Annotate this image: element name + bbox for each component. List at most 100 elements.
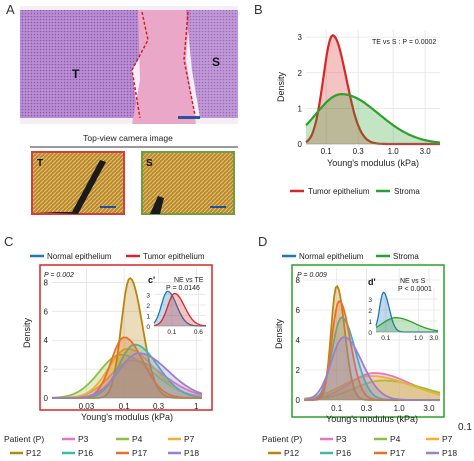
inset-c-ytick-label: 3 bbox=[146, 293, 150, 300]
chart-b-xtick-label: 0.1 bbox=[321, 147, 333, 156]
inset-d-xtick-label: 0.1 bbox=[381, 335, 390, 342]
camera-caption: Top-view camera image bbox=[83, 133, 173, 143]
chart-d-line-p7 bbox=[303, 375, 441, 400]
patient-right-item-p7: P7 bbox=[442, 434, 453, 444]
chart-d-ytick-label: 6 bbox=[296, 306, 301, 315]
legend-normal-c: Normal epithelium bbox=[47, 252, 112, 261]
panel-d-label: D bbox=[258, 234, 267, 249]
chart-c-area-p17 bbox=[52, 337, 202, 398]
chart-d-top-legend: Normal epithelium Stroma bbox=[282, 252, 419, 261]
patient-right-item-p18: P18 bbox=[442, 448, 457, 458]
chart-d-area-p3 bbox=[304, 373, 440, 400]
chart-c-ytick-label: 0 bbox=[44, 394, 49, 403]
region-label-t: T bbox=[72, 67, 80, 81]
inset-c-ytick-label: 1 bbox=[146, 314, 150, 321]
chart-d-ytick-label: 8 bbox=[296, 276, 301, 285]
patient-right-item-p16: P16 bbox=[336, 448, 351, 458]
patient-right-item-p3: P3 bbox=[336, 434, 347, 444]
chart-c-area-p3 bbox=[52, 360, 202, 398]
chart-d-xtick-label: 0.3 bbox=[361, 404, 373, 413]
chart-b-xtick-label: 1.0 bbox=[388, 147, 400, 156]
inset-c-xtick-label: 0.6 bbox=[194, 329, 203, 336]
patient-legend-right: Patient (P) P3 P4 P7 P12 P16 P17 P18 bbox=[262, 434, 457, 458]
inset-d-ytick-label: 3 bbox=[368, 297, 372, 304]
chart-c-xtick-label: 0.03 bbox=[79, 402, 95, 411]
chart-b-annotation: TE vs S : P = 0.0002 bbox=[372, 39, 436, 46]
chart-d-xlabel: Young's modulus (kPa) bbox=[326, 414, 418, 424]
chart-b-legend: Tumor epithelium Stroma bbox=[290, 187, 420, 196]
chart-c-ytick-label: 2 bbox=[44, 365, 49, 374]
region-label-s: S bbox=[212, 55, 220, 69]
chart-d: 0.1 0.3 1.0 3.0 0 2 4 6 8 Young's modulus (kPa) De… bbox=[274, 268, 441, 424]
inset-d-annot-2: P < 0.0001 bbox=[398, 286, 432, 293]
chart-d-xtick-label: 3.0 bbox=[423, 404, 435, 413]
inset-d-ytick-label: 2 bbox=[368, 308, 372, 315]
chart-c-inset: 0.1 0.6 0 1 2 3 bbox=[146, 284, 207, 336]
patient-left-item-p3: P3 bbox=[78, 434, 89, 444]
chart-d-inset: 0.1 1.0 3.0 0 1 2 3 bbox=[368, 288, 439, 342]
chart-c-area-p18 bbox=[52, 353, 202, 398]
chart-c-xtick-label: 0.1 bbox=[119, 402, 131, 411]
inset-d-xtick-label: 1.0 bbox=[414, 335, 423, 342]
clipped-tick-text: 0.1 bbox=[458, 422, 472, 433]
inset-c-ytick-label: 0 bbox=[146, 324, 150, 331]
chart-d-area-p12 bbox=[304, 286, 440, 400]
chart-c-ytick-label: 6 bbox=[44, 307, 49, 316]
chart-b-ytick-label: 0 bbox=[298, 140, 303, 149]
chart-b-area-stroma bbox=[306, 94, 440, 144]
panel-a-label: A bbox=[6, 2, 15, 17]
patient-left-item-p4: P4 bbox=[132, 434, 143, 444]
chart-d-area-p7 bbox=[304, 376, 440, 400]
chart-d-ylabel: Density bbox=[274, 318, 284, 349]
chart-b-ytick-label: 3 bbox=[298, 33, 303, 42]
inset-d-label: d' bbox=[368, 277, 376, 287]
chart-d-frame bbox=[291, 264, 445, 418]
panel-b-label: B bbox=[254, 2, 263, 17]
inset-d-area-normal-epithelium bbox=[376, 292, 438, 332]
camera-label-s: S bbox=[146, 158, 153, 169]
patient-left-item-p7: P7 bbox=[184, 434, 195, 444]
inset-d-line-stroma bbox=[375, 317, 439, 332]
inset-c-area-tumor-epithelium bbox=[154, 293, 206, 326]
chart-d-ytick-label: 4 bbox=[296, 336, 301, 345]
patient-left-item-p12: P12 bbox=[26, 448, 41, 458]
inset-d-xtick-label: 3.0 bbox=[429, 335, 438, 342]
chart-d-xtick-label: 1.0 bbox=[394, 404, 406, 413]
patient-legend-left: Patient (P) P3 P4 P7 P12 P16 P17 P18 bbox=[4, 434, 199, 458]
chart-b-xlabel: Young's modulus (kPa) bbox=[327, 158, 419, 168]
chart-c-line-p18 bbox=[52, 352, 203, 399]
chart-d-p: P = 0.009 bbox=[297, 272, 327, 279]
chart-b-xtick-label: 0.3 bbox=[353, 147, 365, 156]
chart-c-ylabel: Density bbox=[22, 317, 32, 348]
patient-left-item-p17: P17 bbox=[132, 448, 147, 458]
chart-c-p: P = 0.002 bbox=[44, 272, 74, 279]
chart-b-line-stroma bbox=[305, 92, 441, 144]
inset-c-annot-1: NE vs TE bbox=[174, 277, 204, 284]
inset-c-annot-2: P = 0.0146 bbox=[166, 285, 200, 292]
inset-d-annot-1: NE vs S bbox=[400, 278, 426, 285]
chart-c: 0.03 0.1 0.3 1 0 2 4 6 8 Young's modulus (kPa) Den… bbox=[22, 268, 203, 422]
chart-c-xlabel: Young's modulus (kPa) bbox=[81, 412, 173, 422]
patient-left-item-p18: P18 bbox=[184, 448, 199, 458]
legend-normal-d: Normal epithelium bbox=[299, 252, 364, 261]
chart-c-ytick-label: 4 bbox=[44, 336, 49, 345]
chart-d-xtick-label: 0.1 bbox=[331, 404, 343, 413]
inset-c-area-normal-epithelium bbox=[154, 291, 206, 326]
chart-b-ytick-label: 2 bbox=[298, 69, 303, 78]
patient-right-item-p12: P12 bbox=[284, 448, 299, 458]
chart-b-area-tumor-epithelium bbox=[306, 35, 440, 144]
inset-c-line-tumor-epithelium bbox=[153, 292, 207, 327]
patient-left-item-p16: P16 bbox=[78, 448, 93, 458]
patient-right-item-p4: P4 bbox=[390, 434, 401, 444]
inset-d-area-stroma bbox=[376, 317, 438, 332]
chart-c-xtick-label: 0.3 bbox=[153, 402, 165, 411]
legend-stroma: Stroma bbox=[394, 187, 420, 196]
legend-stroma-d: Stroma bbox=[393, 252, 419, 261]
chart-b: 0.1 0.3 1.0 3.0 0 1 2 3 Young's modulus (kPa) Den… bbox=[276, 30, 441, 168]
chart-b-xtick-label: 3.0 bbox=[420, 147, 432, 156]
inset-c-ytick-label: 2 bbox=[146, 303, 150, 310]
camera-label-t: T bbox=[37, 158, 43, 169]
chart-d-ytick-label: 0 bbox=[296, 396, 301, 405]
chart-c-ytick-label: 8 bbox=[44, 278, 49, 287]
legend-tumor-c: Tumor epithelium bbox=[143, 252, 205, 261]
